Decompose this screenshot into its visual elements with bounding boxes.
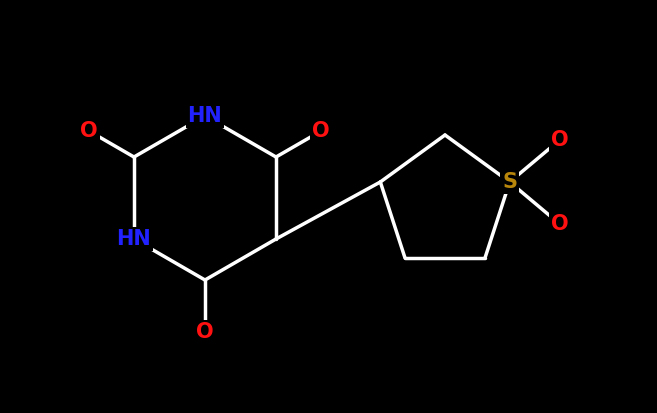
Text: O: O xyxy=(80,121,98,141)
Text: O: O xyxy=(312,121,330,141)
Text: O: O xyxy=(551,214,568,234)
Text: S: S xyxy=(502,172,517,192)
Text: HN: HN xyxy=(116,229,151,249)
Text: O: O xyxy=(196,322,214,342)
Text: HN: HN xyxy=(188,106,222,126)
Text: O: O xyxy=(551,130,568,150)
